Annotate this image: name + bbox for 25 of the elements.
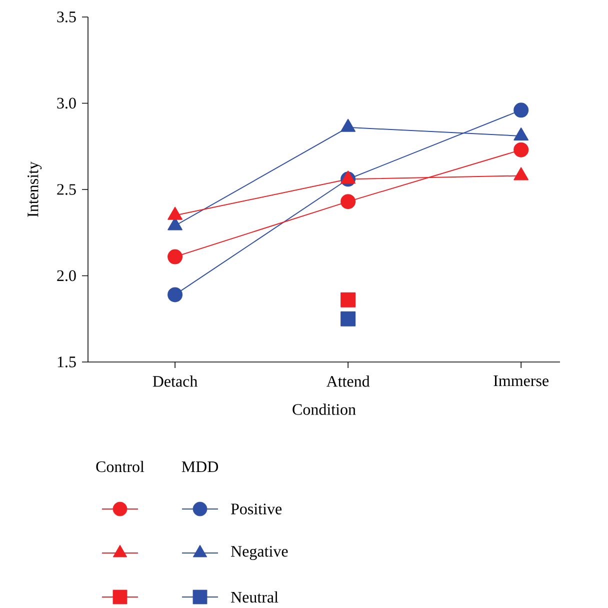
x-tick-label: Immerse	[494, 376, 549, 386]
y-tick-label: 3.0	[57, 98, 76, 109]
point	[168, 249, 183, 264]
point	[340, 170, 356, 184]
y-axis-title: Intensity	[28, 162, 42, 217]
point	[514, 128, 529, 141]
point	[514, 167, 529, 180]
y-tick-label: 2.0	[57, 270, 76, 282]
legend-label: Negative	[231, 546, 288, 560]
point	[168, 287, 183, 302]
point	[340, 118, 356, 132]
legend-label: Positive	[231, 504, 282, 514]
x-tick-label: Detach	[152, 376, 198, 387]
y-tick-label: 1.5	[58, 356, 76, 368]
y-tick-label: 3.5	[57, 12, 76, 22]
legend-label: Neutral	[231, 591, 278, 603]
y-tick-label: 2.5	[57, 184, 76, 195]
x-tick-label: Attend	[326, 376, 370, 387]
point	[340, 311, 356, 326]
point	[340, 194, 356, 210]
point	[168, 206, 182, 220]
text: Control	[96, 460, 144, 472]
text: MDD	[182, 462, 218, 472]
point	[340, 292, 356, 308]
x-axis-title: Condition	[292, 404, 356, 415]
